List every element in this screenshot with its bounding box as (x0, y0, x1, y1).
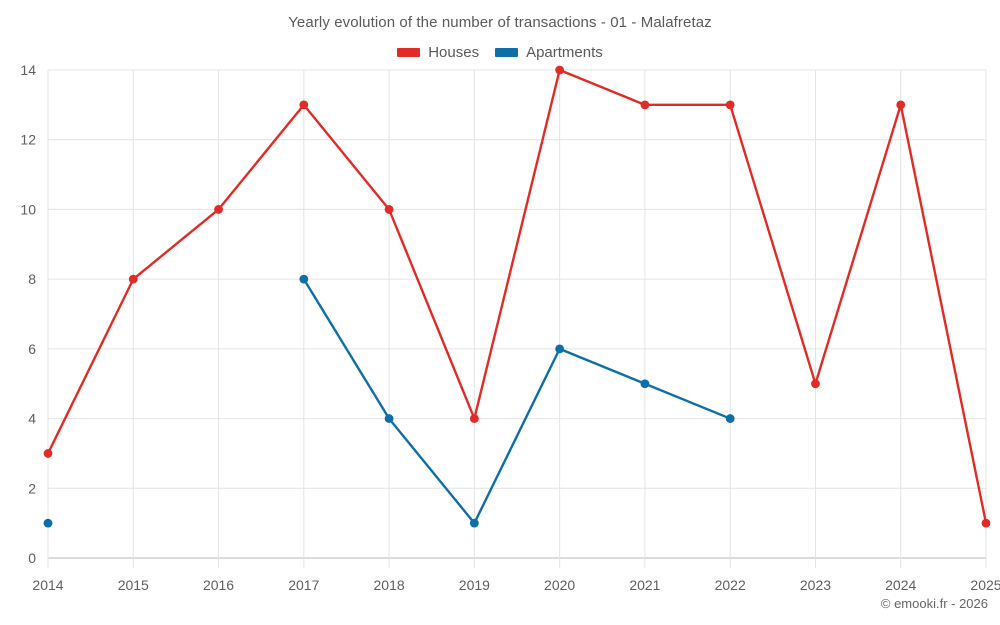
data-point-houses[interactable] (299, 100, 309, 110)
data-point-houses[interactable] (43, 449, 53, 458)
data-point-houses[interactable] (640, 100, 650, 110)
legend-item-houses[interactable]: Houses (397, 44, 479, 61)
chart-title: Yearly evolution of the number of transa… (288, 14, 712, 31)
data-point-houses[interactable] (981, 518, 991, 528)
x-axis-tick-label: 2019 (459, 577, 490, 593)
footer-credit: © emooki.fr - 2026 (880, 596, 988, 611)
x-axis-tick-label: 2015 (118, 577, 149, 593)
data-point-apartments[interactable] (384, 414, 394, 423)
x-axis-tick-label: 2020 (544, 577, 575, 593)
x-axis-tick-label: 2017 (288, 577, 319, 593)
x-axis-tick-label: 2024 (885, 577, 916, 593)
data-point-houses[interactable] (811, 379, 820, 389)
data-point-houses[interactable] (555, 65, 565, 75)
data-point-apartments[interactable] (555, 344, 565, 354)
data-point-apartments[interactable] (640, 379, 650, 389)
chart-legend: Houses Apartments (0, 44, 1000, 61)
y-axis-tick-label: 0 (28, 550, 36, 566)
data-point-houses[interactable] (725, 100, 735, 110)
data-point-apartments[interactable] (299, 274, 309, 284)
data-point-houses[interactable] (214, 205, 223, 214)
y-axis-tick-label: 6 (28, 341, 36, 357)
y-axis-tick-label: 14 (20, 62, 36, 78)
series-line-apartments (302, 277, 732, 525)
x-axis-tick-label: 2018 (374, 577, 405, 593)
x-axis-tick-label: 2022 (715, 577, 746, 593)
data-point-houses[interactable] (128, 274, 138, 284)
x-axis-tick-label: 2021 (629, 577, 660, 593)
legend-label-apartments: Apartments (526, 44, 603, 61)
data-point-houses[interactable] (384, 205, 394, 214)
y-axis-tick-label: 10 (20, 201, 36, 217)
legend-label-houses: Houses (428, 44, 480, 61)
x-axis-tick-label: 2016 (203, 577, 234, 593)
y-axis-tick-label: 8 (28, 271, 36, 287)
x-axis-tick-label: 2023 (800, 577, 831, 593)
legend-item-apartments[interactable]: Apartments (495, 44, 603, 61)
data-point-apartments[interactable] (43, 518, 53, 528)
y-axis-tick-label: 4 (28, 411, 36, 427)
data-point-apartments[interactable] (469, 518, 479, 528)
x-axis-tick-label: 2025 (970, 577, 1000, 593)
data-point-houses[interactable] (469, 414, 479, 423)
y-axis-tick-label: 2 (28, 480, 36, 496)
line-swatch-icon (495, 48, 519, 57)
series-line-houses (46, 68, 988, 525)
data-point-apartments[interactable] (725, 414, 735, 423)
line-swatch-icon (397, 48, 421, 57)
data-point-houses[interactable] (896, 100, 906, 110)
x-axis-tick-label: 2014 (32, 577, 63, 593)
y-axis-tick-label: 12 (20, 132, 36, 148)
